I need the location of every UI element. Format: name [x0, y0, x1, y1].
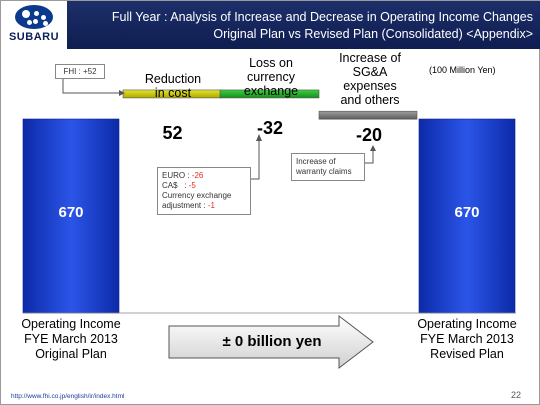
warranty-note-line-1: Increase of	[296, 157, 336, 166]
original-plan-label-line-2: FYE March 2013	[24, 332, 118, 346]
fhi-arrowhead	[119, 90, 125, 96]
page-number: 22	[511, 390, 522, 400]
currency-label-line-1: Loss on	[249, 56, 293, 70]
sga-label-line-3: expenses	[343, 79, 397, 93]
cad-line: CA$ : -5	[162, 181, 196, 190]
currency-label-line-3: exchange	[243, 84, 299, 98]
sga-label-line-1: Increase of	[339, 51, 401, 65]
warranty-connector-arrow	[365, 151, 374, 164]
revised-plan-label: Operating Income FYE March 2013 Revised …	[405, 317, 529, 362]
adjustment-line-2: adjustment : -1	[162, 201, 215, 210]
currency-arrowhead	[256, 134, 262, 141]
bar-revised-plan	[418, 118, 516, 314]
unit-label: (100 Million Yen)	[429, 65, 496, 75]
original-plan-label: Operating Income FYE March 2013 Original…	[9, 317, 133, 362]
sga-label-line-4: and others	[340, 93, 400, 107]
slide-title-line-1: Full Year : Analysis of Increase and Dec…	[111, 10, 533, 24]
revised-plan-label-line-3: Revised Plan	[430, 347, 504, 361]
footer-url[interactable]: http://www.fhi.co.jp/english/ir/index.ht…	[11, 393, 125, 400]
bar-original-plan	[22, 118, 120, 314]
flat-change-label: ± 0 billion yen	[222, 333, 322, 350]
subaru-logo: SUBARU	[1, 1, 67, 49]
currency-detail-box: EURO : -26 CA$ : -5 Currency exchange ad…	[157, 167, 251, 215]
pleiades-emblem-icon	[15, 5, 53, 29]
bar-sga-increase	[318, 110, 418, 120]
euro-value: -26	[191, 171, 204, 180]
cad-value: -5	[188, 181, 196, 190]
reduction-label: Reduction in cost	[123, 72, 223, 100]
value-label-revised-plan: 670	[454, 204, 480, 221]
fhi-connector-arrow	[62, 79, 119, 94]
bar-currency-loss	[219, 89, 320, 99]
revised-plan-label-line-1: Operating Income	[417, 317, 517, 331]
original-plan-label-line-3: Original Plan	[35, 347, 107, 361]
warranty-note-box: Increase of warranty claims	[291, 153, 365, 181]
original-plan-label-line-1: Operating Income	[21, 317, 121, 331]
title-bar: Full Year : Analysis of Increase and Dec…	[67, 1, 540, 49]
value-label-reduction: 52	[162, 123, 183, 143]
value-label-currency: -32	[256, 118, 283, 138]
fhi-note-box: FHI : +52	[55, 64, 105, 79]
value-label-sga: -20	[355, 125, 382, 145]
reduction-label-line-2: in cost	[154, 86, 192, 100]
currency-connector-arrow	[251, 141, 260, 180]
value-label-original-plan: 670	[58, 204, 84, 221]
flat-change-arrow	[168, 314, 374, 370]
revised-plan-label-line-2: FYE March 2013	[420, 332, 514, 346]
currency-label: Loss on currency exchange	[223, 56, 319, 98]
sga-label: Increase of SG&A expenses and others	[325, 51, 415, 107]
adjustment-value: -1	[207, 201, 215, 210]
currency-label-line-2: currency	[247, 70, 295, 84]
waterfall-bars	[22, 89, 516, 314]
sga-label-line-2: SG&A	[352, 65, 388, 79]
warranty-note-line-2: warranty claims	[296, 167, 352, 176]
slide-title-line-2: Original Plan vs Revised Plan (Consolida…	[213, 27, 533, 41]
reduction-label-line-1: Reduction	[144, 72, 202, 86]
header: SUBARU Full Year : Analysis of Increase …	[1, 1, 540, 49]
euro-line: EURO : -26	[162, 171, 204, 180]
logo-text: SUBARU	[8, 31, 60, 43]
adjustment-line-1: Currency exchange	[162, 191, 232, 200]
warranty-arrowhead	[370, 145, 376, 151]
